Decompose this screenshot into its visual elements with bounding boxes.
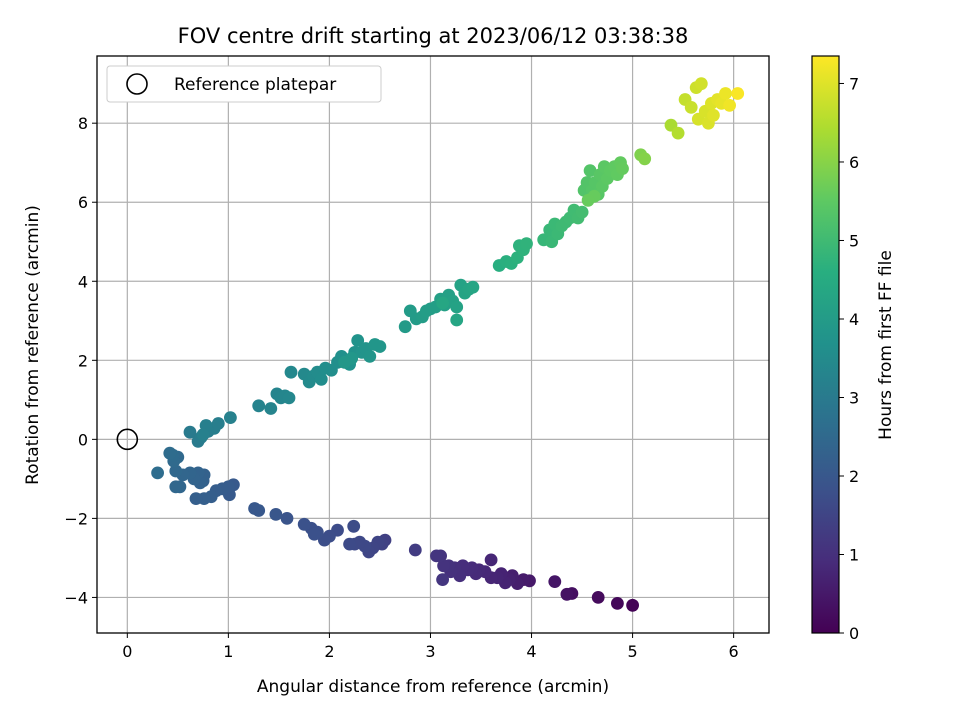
colorbar-tick-label: 6 [849,153,859,172]
x-tick-label: 1 [223,642,233,661]
y-axis-label: Rotation from reference (arcmin) [23,205,43,485]
data-point [398,320,412,334]
data-point [373,340,387,353]
data-point [560,587,574,601]
reference-platepar-marker [116,428,139,451]
colorbar-tick-label: 2 [849,467,859,486]
colorbar-ticks: 0 1 2 3 4 5 6 7 [839,74,859,643]
data-point [466,280,480,294]
x-tick-label: 2 [324,642,334,661]
legend-box [106,65,382,103]
chart-title: FOV centre drift starting at 2023/06/12 … [178,24,689,48]
legend-marker [126,73,148,95]
data-point [347,519,361,533]
data-point [163,446,177,460]
y-tick-label: 2 [78,351,88,370]
data-point [591,591,605,604]
data-point [297,517,311,531]
data-point [169,464,183,478]
data-point [363,350,377,363]
data-point [264,402,278,415]
data-point [436,296,449,310]
data-point [671,126,685,140]
data-point [520,237,533,251]
data-point [284,365,298,379]
data-point [731,87,745,100]
y-tick-label: −2 [64,509,88,528]
data-point [189,492,203,505]
x-axis-label: Angular distance from reference (arcmin) [257,677,609,697]
data-point [282,391,296,405]
x-tick-label: 4 [526,642,536,661]
colorbar-label: Hours from first FF file [876,250,896,440]
x-tick-label: 0 [122,642,132,661]
scatter-points [151,77,745,612]
data-point [211,417,225,430]
colorbar-tick-label: 4 [849,310,859,329]
x-axis-ticks: 0 1 2 3 4 5 6 [122,633,739,661]
data-point [450,313,464,327]
data-point [484,553,498,567]
data-point [723,99,736,112]
y-tick-label: 8 [78,114,88,133]
data-point [436,573,449,586]
data-point [252,399,266,413]
data-point [707,108,720,122]
legend-label: Reference platepar [174,75,336,95]
colorbar-tick-label: 0 [849,624,859,643]
data-point [626,598,639,612]
data-point [430,549,443,563]
data-point [437,559,450,573]
x-tick-label: 6 [729,642,739,661]
data-point [616,162,629,176]
y-axis-ticks: −4 −2 0 2 4 6 8 [64,114,97,607]
grid [97,56,769,633]
y-tick-label: −4 [64,588,88,607]
y-tick-label: 6 [78,193,88,212]
y-tick-label: 0 [78,430,88,449]
colorbar: 0 1 2 3 4 5 6 7 Hours from first FF file [811,55,896,643]
data-point [575,205,589,219]
x-tick-label: 5 [627,642,637,661]
data-point [343,537,356,551]
data-point [583,164,597,178]
data-point [684,101,698,114]
data-point [611,597,624,610]
data-point [248,502,261,515]
data-point [196,428,210,441]
data-point [450,300,464,314]
colorbar-tick-label: 1 [849,545,859,564]
data-point [314,372,328,386]
data-point [183,425,197,439]
legend: Reference platepar [106,65,382,103]
x-tick-label: 3 [425,642,435,661]
data-point [280,512,294,525]
colorbar-gradient [811,55,840,634]
data-point [638,152,652,166]
data-point [338,355,351,369]
data-point [581,193,595,207]
data-point [307,527,321,541]
data-point [224,411,237,424]
colorbar-tick-label: 7 [849,74,859,93]
data-point [548,575,562,588]
data-point [408,543,422,557]
data-point [351,334,365,347]
data-point [151,466,165,480]
data-point [169,480,183,494]
y-tick-label: 4 [78,272,88,291]
colorbar-tick-label: 3 [849,388,859,407]
data-point [719,87,732,100]
data-point [694,77,708,91]
data-point [269,508,283,521]
colorbar-tick-label: 5 [849,231,859,250]
plot-frame [96,55,770,634]
